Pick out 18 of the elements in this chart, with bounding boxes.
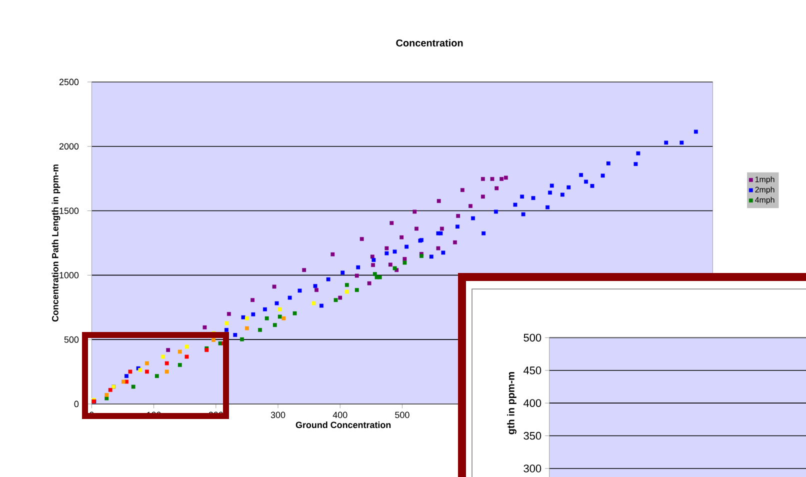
y-tick-label: 500 [524,334,542,342]
y-tick-label: 2500 [59,78,79,86]
y-tick-label: 300 [524,464,542,472]
y-tick-label: 2000 [59,143,79,150]
x-tick-label: 500 [395,412,410,418]
y-tick-label: 1500 [60,208,79,214]
chart-title: Concentration [396,39,463,46]
x-tick-label: 400 [332,412,348,418]
y-axis-title: gth in ppm-m [507,372,516,434]
y-axis-title: Concentration Path Length in ppm-m [52,164,60,322]
y-tick-label: 400 [524,399,542,407]
y-tick-label: 1000 [60,272,79,278]
x-axis-title: Ground Concentration [296,422,391,428]
y-tick-label: 500 [64,336,79,343]
y-tick-label: 0 [74,400,79,408]
y-tick-label: 350 [524,432,542,440]
y-tick-label: 450 [524,366,542,374]
x-tick-label: 300 [270,412,286,418]
